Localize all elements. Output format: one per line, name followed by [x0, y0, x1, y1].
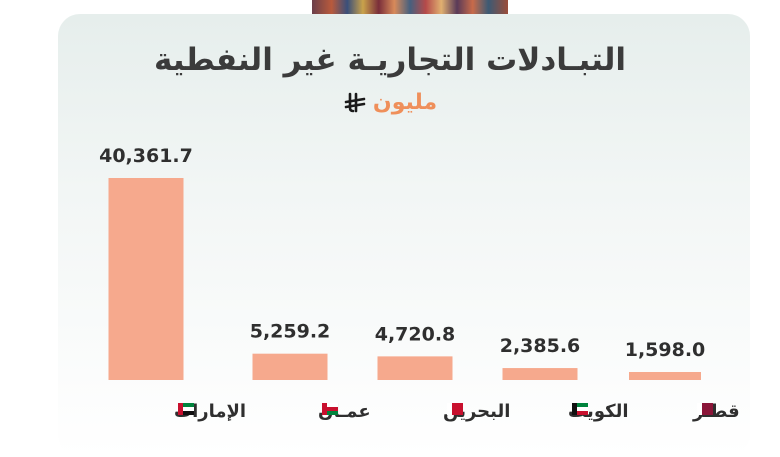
qatar-flag-icon	[697, 403, 713, 415]
bars	[108, 178, 701, 380]
chart-title: التبـادلات التجاريـة غير النفطية	[153, 42, 627, 78]
oman-flag-icon	[322, 403, 338, 415]
unit-row: مليون	[0, 90, 780, 115]
bar-1	[252, 353, 328, 380]
uae-flag-icon	[178, 403, 194, 415]
bahrain-flag-icon	[447, 403, 463, 415]
value-label-1: 5,259.2	[250, 321, 331, 343]
value-label-2: 4,720.8	[375, 323, 456, 345]
value-label-4: 1,598.0	[625, 339, 706, 361]
bar-3	[502, 368, 578, 380]
bar-2	[377, 356, 453, 380]
kuwait-flag-icon	[572, 403, 588, 415]
value-labels: 40,361.7 5,259.2 4,720.8 2,385.6 1,598.0	[99, 145, 705, 361]
value-label-3: 2,385.6	[500, 335, 581, 357]
bar-0	[108, 178, 184, 380]
value-label-0: 40,361.7	[99, 145, 193, 167]
bar-4	[629, 372, 701, 380]
unit-label: مليون	[372, 90, 438, 115]
saudi-riyal-icon	[344, 92, 366, 112]
category-labels: الإمارات عمـان البحرين الكويت قطـر	[174, 401, 740, 422]
